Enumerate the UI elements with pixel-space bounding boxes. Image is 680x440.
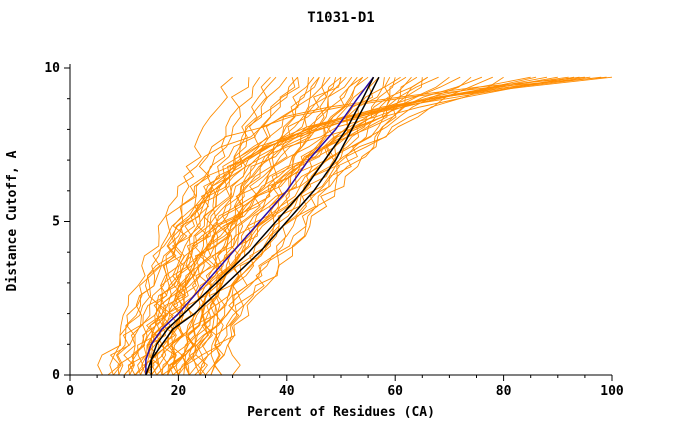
ensemble-curve [180,76,569,376]
ensemble-curve [113,76,261,376]
ensemble-curve [226,76,602,376]
x-tick-label: 0 [66,384,74,399]
ensemble-curve [123,76,288,376]
highlight-curve-model-black-1 [145,76,375,376]
ensemble-curve [210,76,428,376]
x-tick-label: 40 [279,384,295,399]
x-tick-label: 20 [171,384,187,399]
ensemble-curve [107,77,250,376]
y-tick-label: 5 [52,215,60,230]
x-tick-label: 80 [496,384,512,399]
ensemble-curve [97,76,233,376]
curves-layer [97,76,613,376]
ensemble-curve [156,76,342,376]
ensemble-curve [109,76,298,376]
x-tick-label: 100 [600,384,624,399]
ensemble-curve [134,77,309,376]
ensemble-curve [169,76,558,376]
highlight-curve-model-black-2 [150,76,380,375]
ensemble-curve [203,76,613,376]
ensemble-curve [170,76,585,376]
plot-title: T1031-D1 [307,10,374,26]
y-tick-label: 10 [44,61,60,76]
ensemble-curve [213,76,591,376]
ensemble-curve [150,77,337,376]
ensemble-curve [171,76,472,376]
y-axis-label: Distance Cutoff, A [5,150,20,291]
ensemble-curve [197,76,580,376]
x-tick-label: 60 [387,384,403,399]
ensemble-curve [151,76,450,376]
ensemble-curve [167,76,364,376]
ensemble-curve [191,76,607,376]
ensemble-curve [129,77,342,376]
ensemble-curve [194,76,504,376]
ensemble-curve [168,76,374,376]
highlight-curve-model-blue [145,76,375,375]
ensemble-curve [199,76,418,376]
ensemble-curve [213,76,575,376]
x-axis-label: Percent of Residues (CA) [247,405,435,420]
ensemble-curve [117,77,320,376]
y-tick-label: 0 [52,368,60,383]
axes-layer: 0 20 40 60 80 100 0 5 10 [44,61,624,399]
